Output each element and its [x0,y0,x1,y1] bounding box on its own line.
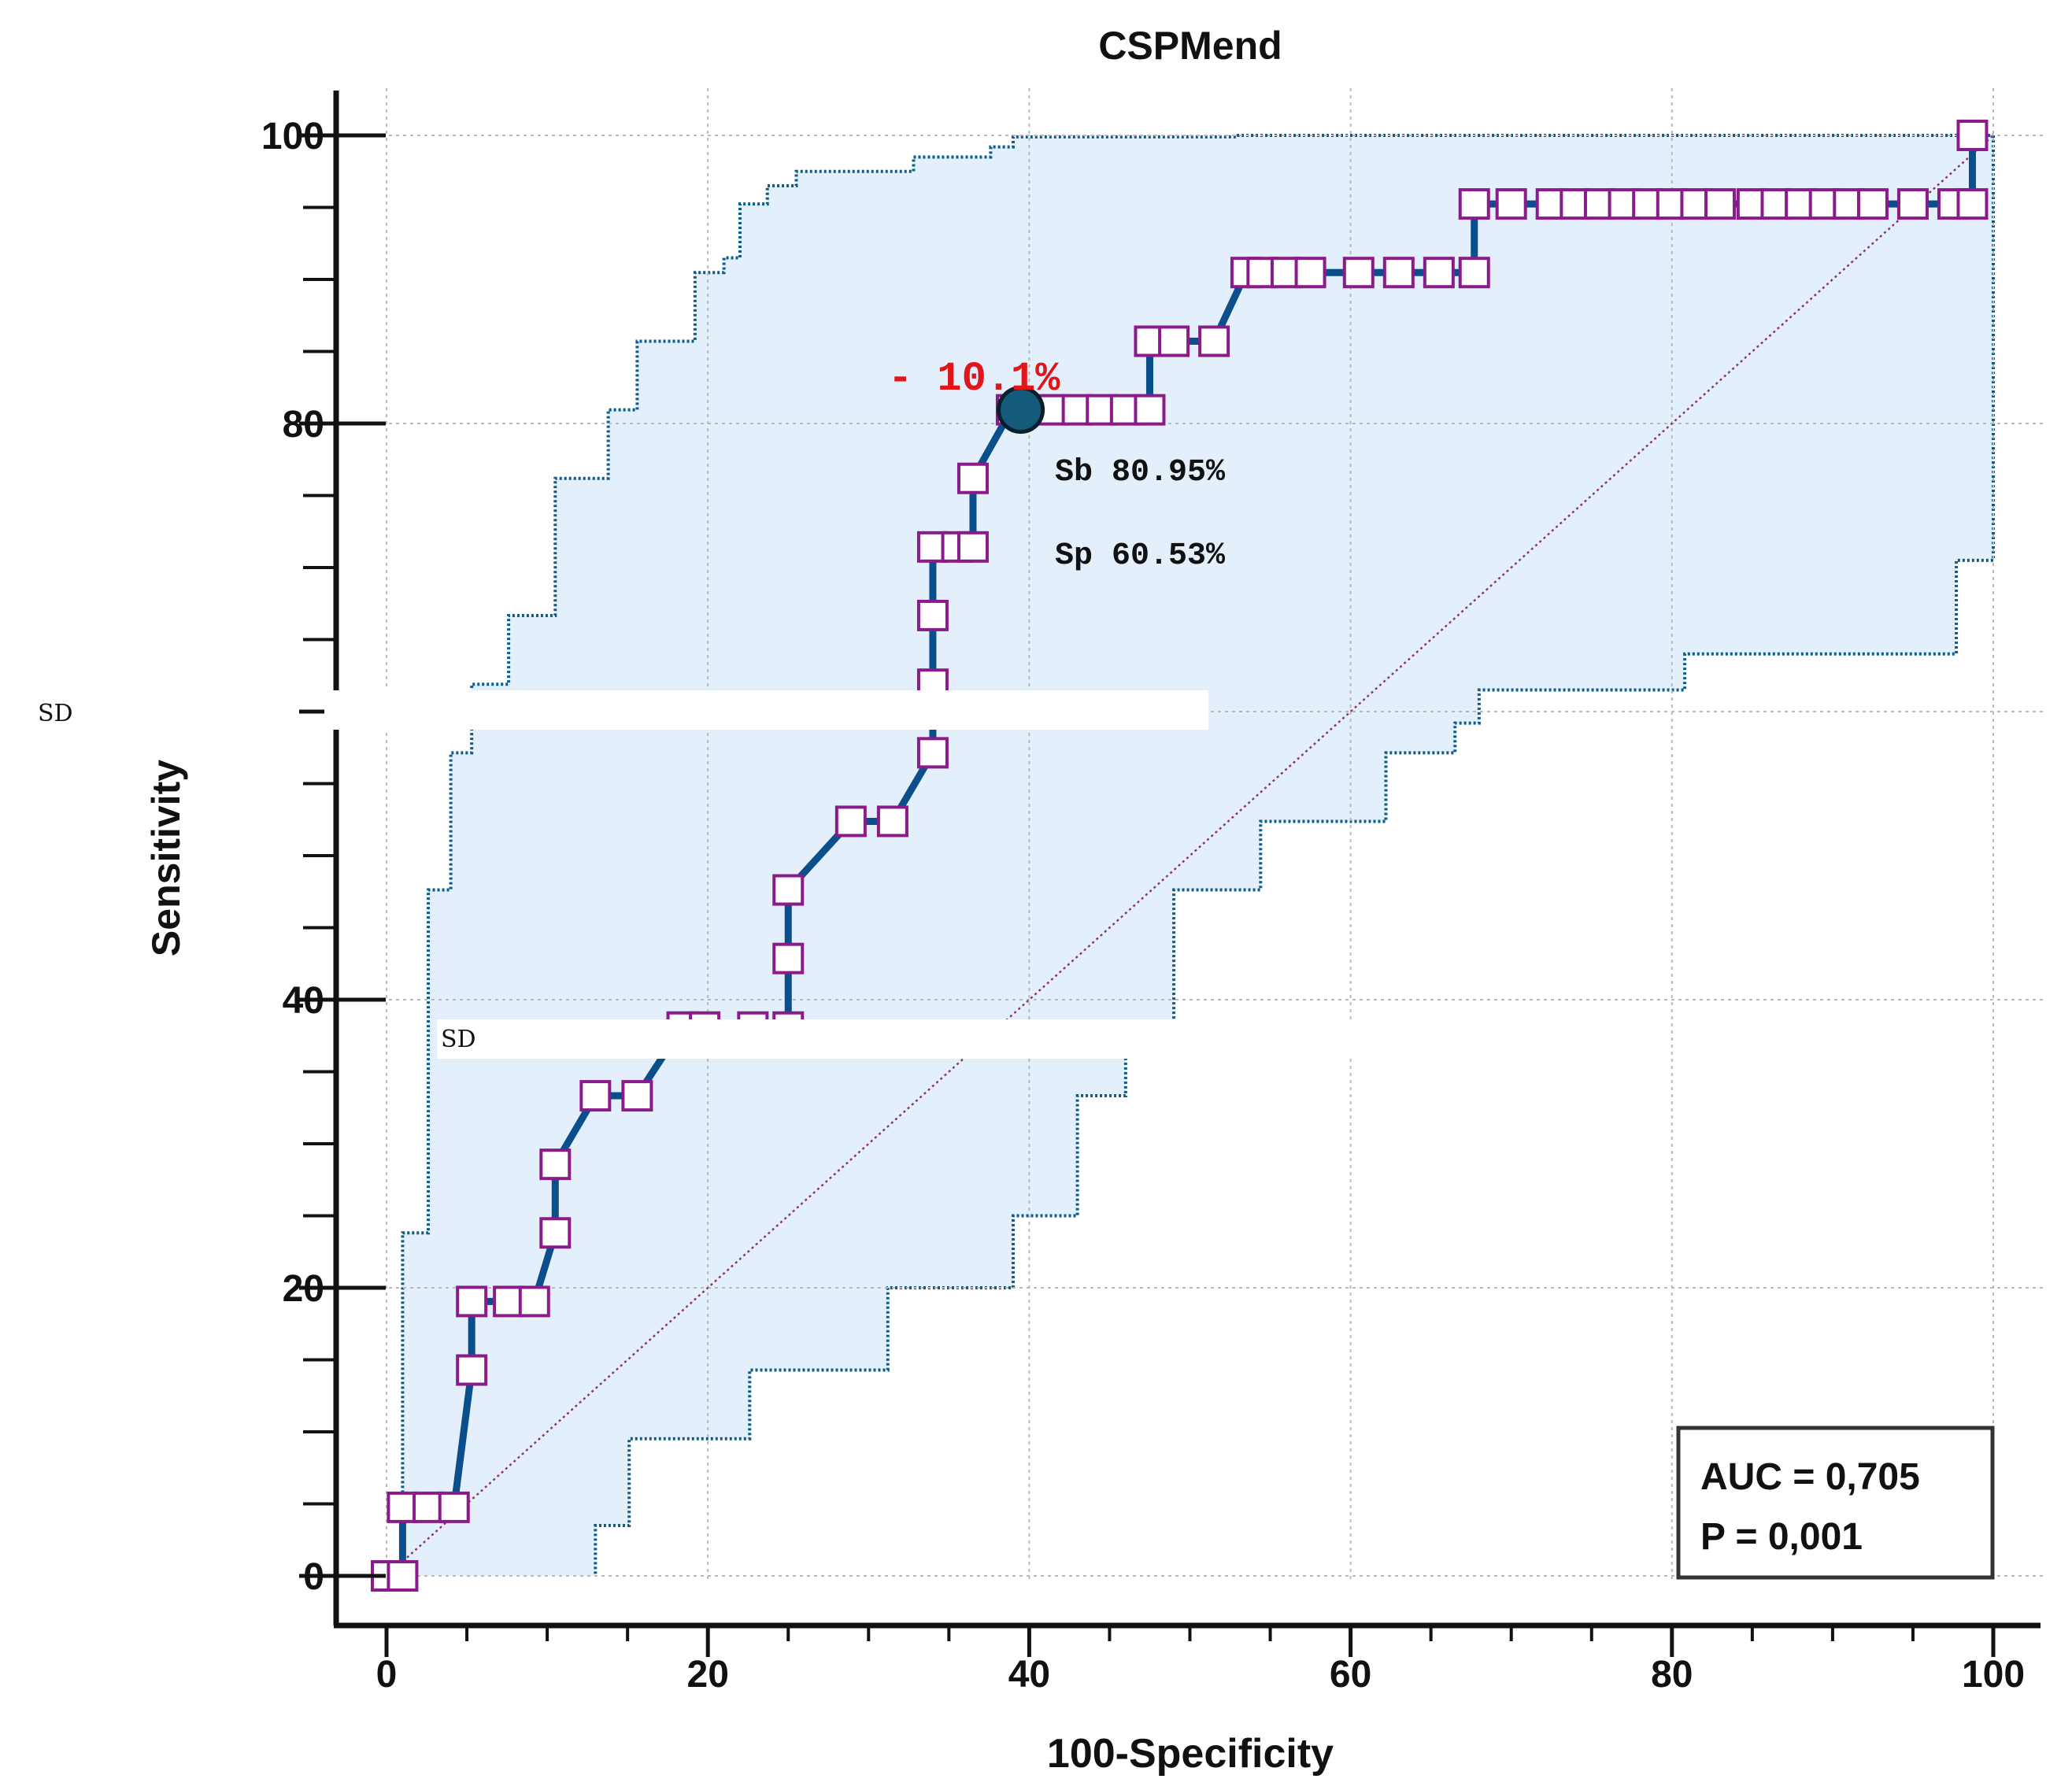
auc-label: AUC = 0,705 [1700,1456,1920,1498]
y-tick-label: 40 [283,980,324,1022]
roc-point [1198,325,1230,357]
sensitivity-label: Sb 80.95% [1055,455,1226,490]
sd-label-upper: SD [38,700,73,727]
roc-point [456,1285,488,1318]
axis-break [324,690,356,730]
roc-point [1342,257,1375,289]
tick-labels: 0 20 40 60 80 100 0 20 40 80 100 [261,116,2025,1696]
ci-area [387,135,1993,1576]
roc-point [1704,188,1737,220]
ci-lower-line [594,135,1995,1576]
roc-point [956,462,989,494]
stats-box [1676,1426,1995,1580]
roc-point [1423,257,1455,289]
y-tick-label: 20 [283,1268,324,1310]
x-tick-label: 40 [1008,1654,1050,1696]
roc-point [1158,325,1190,357]
roc-markers [371,120,1989,1592]
roc-point [834,805,867,838]
roc-point [1458,257,1490,289]
y-tick-label: 100 [261,116,324,157]
roc-point [456,1354,488,1386]
roc-point [387,1560,419,1592]
chart-title: CSPMend [1098,24,1282,68]
roc-point [518,1285,550,1318]
roc-point [772,874,805,906]
roc-point [772,942,805,975]
roc-point [413,1491,445,1523]
x-tick-label: 0 [376,1654,398,1696]
criterion-label: - 10.1% [888,356,1060,402]
roc-point [1458,188,1490,220]
y-tick-label: 0 [303,1556,324,1598]
sd-label-lower: SD [441,1026,476,1053]
mask-band-lower [437,1019,1356,1059]
axes [299,91,2041,1657]
reference-line [386,135,1994,1577]
roc-point [1495,188,1527,220]
roc-point [1896,188,1929,220]
x-axis-label: 100-Specificity [1047,1731,1334,1777]
roc-point [876,805,908,838]
roc-point [1956,188,1989,220]
roc-point [1294,257,1326,289]
roc-point [1856,188,1889,220]
confidence-band [387,134,1995,1577]
roc-point [493,1285,525,1318]
optimal-point [997,386,1045,435]
specificity-label: Sp 60.53% [1055,538,1226,574]
x-tick-label: 60 [1330,1654,1371,1696]
roc-point [438,1491,470,1523]
roc-point [387,1491,419,1523]
x-tick-label: 20 [687,1654,729,1696]
roc-point [956,531,989,563]
y-axis-label: Sensitivity [144,760,188,956]
roc-point [579,1080,612,1112]
x-tick-label: 100 [1962,1654,2025,1696]
p-value-label: P = 0,001 [1700,1516,1863,1558]
roc-point [916,737,949,769]
roc-point [621,1080,653,1112]
y-tick-label: 80 [283,404,324,446]
roc-point [539,1148,572,1181]
roc-point [916,599,949,631]
roc-point [1134,394,1166,426]
roc-point [1956,120,1989,151]
roc-point [539,1217,572,1249]
ci-upper-line [387,134,1993,1577]
x-tick-label: 80 [1651,1654,1693,1696]
roc-point [1382,257,1415,289]
mask-band-upper [335,690,1208,730]
reference-diagonal [386,135,1994,1577]
